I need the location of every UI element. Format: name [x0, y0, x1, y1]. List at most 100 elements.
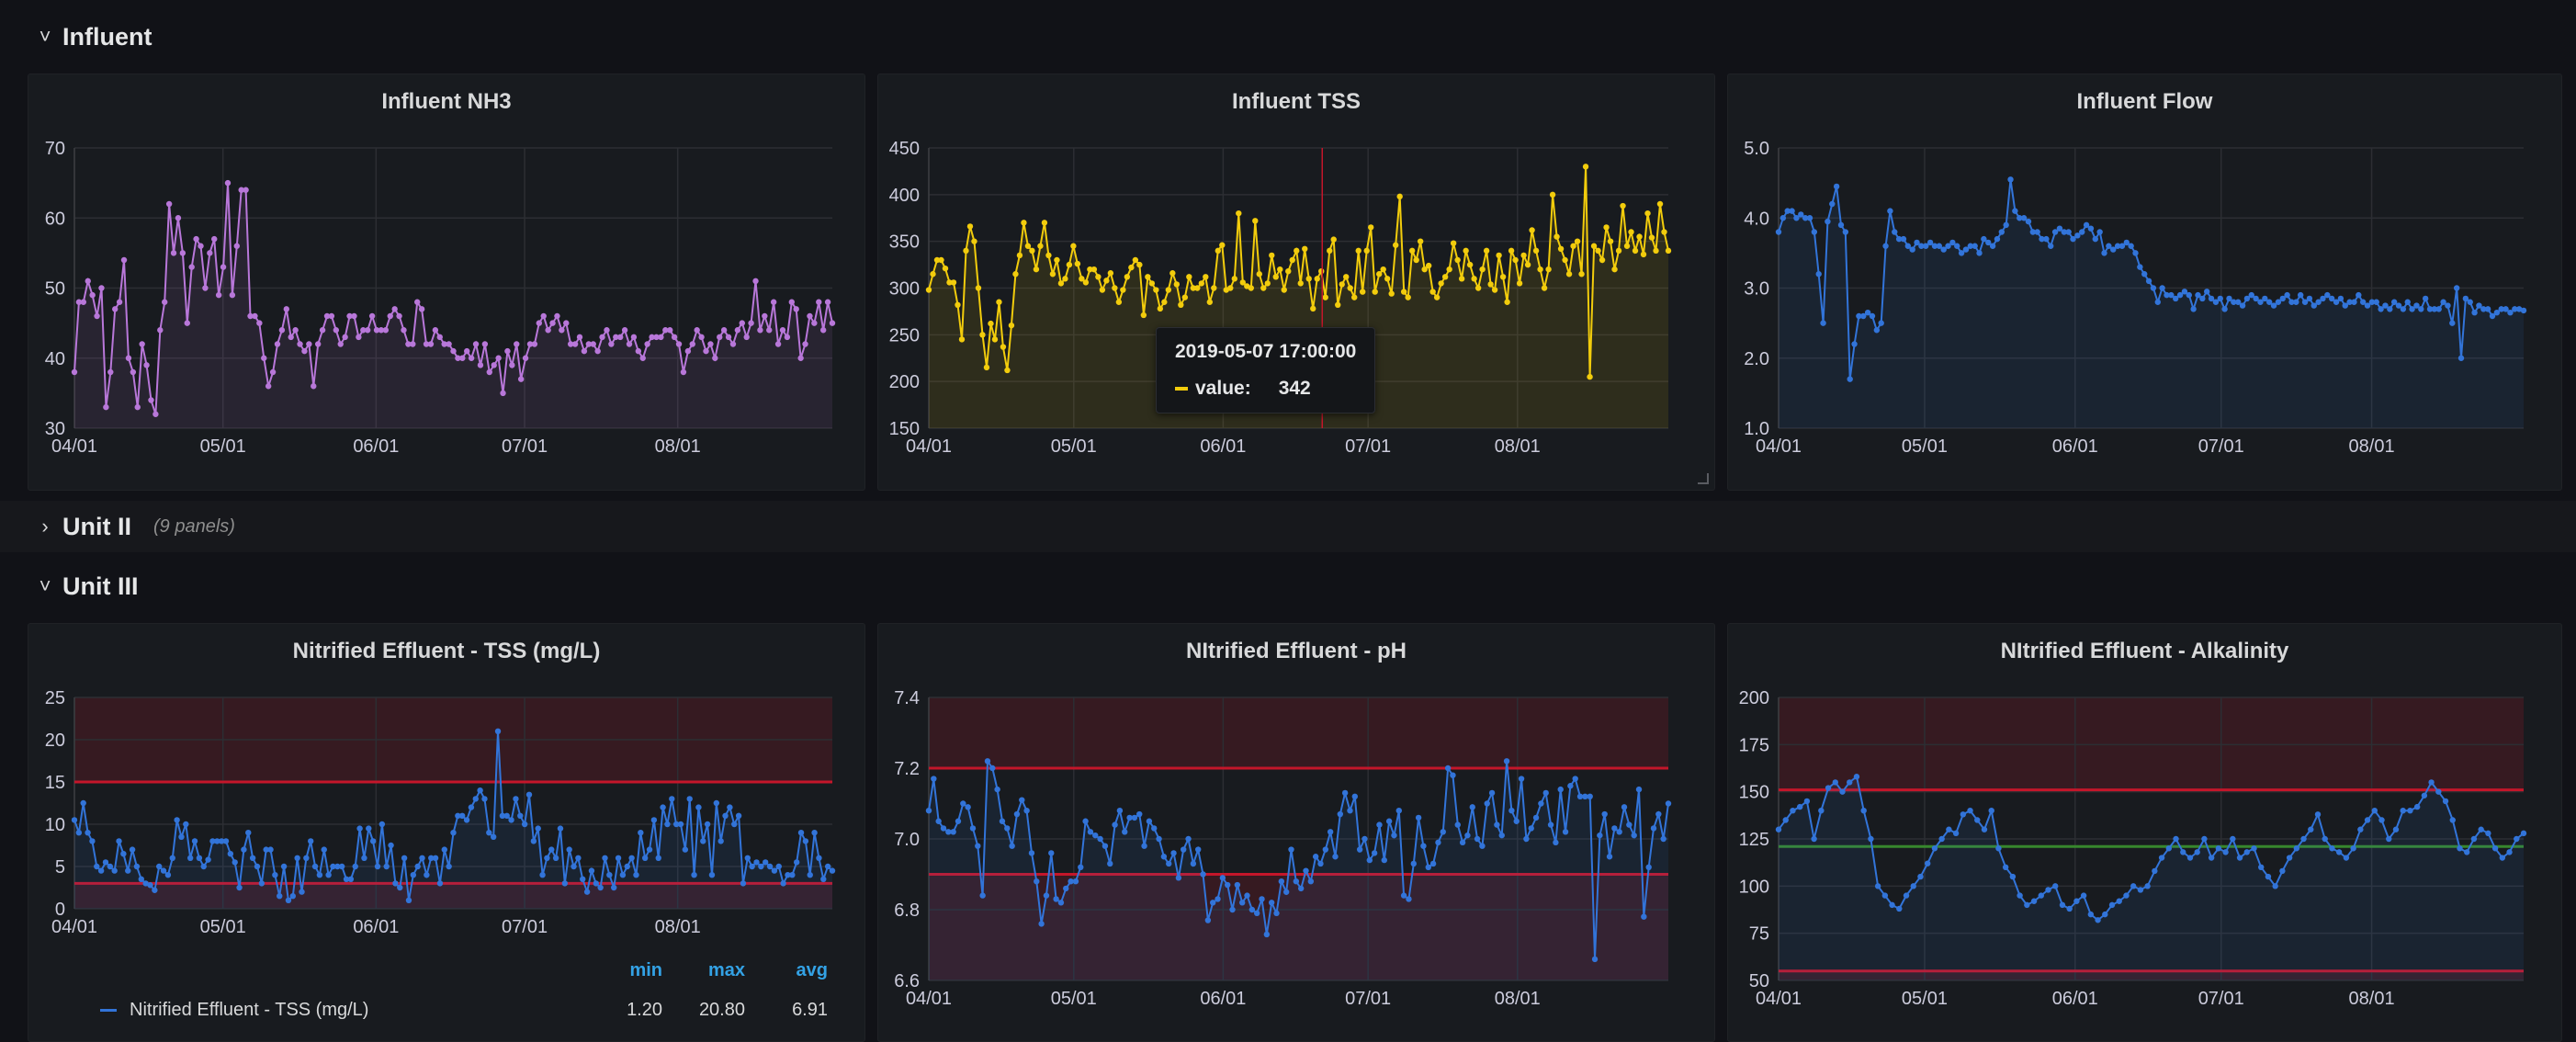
data-point [1082, 279, 1090, 286]
legend-series-name[interactable]: Nitrified Effluent - TSS (mg/L) [130, 1000, 369, 1020]
data-point [1494, 821, 1500, 828]
panel-influent-tss[interactable]: Influent TSS 150 200 250 300 350 400 450 04/01 0… [877, 74, 1715, 491]
data-point [184, 320, 190, 326]
data-point [2190, 306, 2197, 312]
panel-nitrified-tss[interactable]: Nitrified Effluent - TSS (mg/L) 0 5 10 15 20… [28, 623, 865, 1042]
data-point [1587, 373, 1593, 380]
panel-nitrified-alkalinity[interactable]: NItrified Effluent - Alkalinity 50 75 100 1… [1727, 623, 2562, 1042]
data-point [2470, 835, 2478, 843]
data-point [1632, 247, 1639, 255]
data-point [1541, 285, 1548, 291]
data-point [116, 838, 122, 844]
graph-nitrified-ph[interactable]: 6.6 6.8 7.0 7.2 7.4 04/01 05/01 06/01 07/01 08/01 [878, 624, 1714, 1041]
panel-title[interactable]: NItrified Effluent - Alkalinity [2000, 639, 2289, 663]
hover-tooltip: 2019-05-07 17:00:00 value: 342 [1156, 327, 1376, 413]
data-point [2478, 826, 2484, 832]
y-tick-label: 50 [1749, 971, 1769, 991]
panel-title[interactable]: Influent NH3 [381, 89, 512, 114]
legend-header-max[interactable]: max [707, 960, 745, 980]
data-point [1116, 808, 1124, 814]
x-tick-label: 04/01 [51, 917, 97, 937]
data-point [2137, 887, 2144, 893]
data-point [1136, 261, 1143, 268]
data-point [1008, 322, 1015, 329]
data-point [1318, 268, 1325, 275]
data-point [1305, 276, 1312, 282]
data-point [2435, 306, 2442, 312]
panel-title[interactable]: Influent Flow [2076, 89, 2213, 114]
row-unit-ii[interactable]: › Unit II (9 panels) [0, 501, 2576, 552]
data-point [2158, 855, 2165, 861]
data-point [641, 855, 649, 861]
data-point [1607, 238, 1614, 244]
panel-title[interactable]: Nitrified Effluent - TSS (mg/L) [292, 639, 601, 663]
data-point [337, 341, 344, 347]
data-point [2176, 291, 2184, 299]
data-point [2413, 803, 2421, 810]
panel-title[interactable]: Influent TSS [1232, 89, 1361, 114]
data-point [771, 867, 778, 874]
data-point [1332, 854, 1339, 860]
data-point [2279, 295, 2286, 302]
data-point [472, 341, 480, 347]
panel-influent-flow[interactable]: Influent Flow 1.0 2.0 3.0 4.0 5.0 04/01 05/01 0… [1727, 74, 2562, 491]
data-point [1995, 845, 2002, 852]
data-point [1949, 239, 1956, 246]
series-color-swatch[interactable] [100, 1009, 117, 1012]
data-point [677, 821, 684, 828]
data-point [766, 863, 774, 870]
data-point [75, 830, 83, 836]
graph-nitrified-tss[interactable]: 0 5 10 15 20 25 04/01 05/01 06/01 07/01 08/01 [28, 624, 864, 1041]
data-point [179, 250, 186, 256]
data-point [1033, 266, 1040, 273]
data-point [1567, 783, 1574, 789]
data-point [1945, 243, 1951, 249]
chevron-down-icon: ˅ [39, 574, 51, 597]
panel-influent-nh3[interactable]: Influent NH3 30 40 50 60 70 04/01 05/01 06/01 07… [28, 74, 865, 491]
data-point [218, 838, 225, 844]
data-point [2503, 306, 2509, 312]
panel-title[interactable]: NItrified Effluent - pH [1186, 639, 1407, 663]
data-point [580, 876, 586, 882]
data-point [1825, 218, 1831, 225]
data-point [1641, 913, 1647, 920]
legend-header-min[interactable]: min [629, 960, 662, 980]
data-point [1925, 860, 1931, 866]
data-point [1851, 341, 1858, 347]
data-point [2306, 295, 2313, 302]
data-point [1310, 305, 1316, 312]
y-tick-label: 7.0 [894, 830, 920, 850]
graph-nitrified-alkalinity[interactable]: 50 75 100 125 150 175 200 04/01 05/01 06/01 07/01 0… [1728, 624, 2561, 1041]
data-point [441, 341, 447, 347]
row-influent[interactable]: ˅ Influent [0, 11, 2576, 62]
data-point [1215, 247, 1222, 255]
data-point [1479, 266, 1486, 273]
graph-influent-nh3[interactable]: 30 40 50 60 70 04/01 05/01 06/01 07/01 08/01 [28, 74, 864, 490]
legend-header-avg[interactable]: avg [796, 960, 828, 980]
data-point [1512, 256, 1519, 264]
data-point [292, 327, 299, 334]
data-point [2314, 811, 2322, 818]
data-point [561, 880, 569, 887]
data-point [450, 830, 457, 836]
data-point [585, 341, 593, 347]
legend-series[interactable]: Nitrified Effluent - TSS (mg/L) 1.20 20.… [65, 1000, 828, 1021]
resize-handle[interactable] [1698, 473, 1709, 484]
data-point [1853, 774, 1860, 780]
data-point [1557, 245, 1565, 252]
data-point [1940, 246, 1947, 253]
row-unit-iii[interactable]: ˅ Unit III [0, 561, 2576, 612]
graph-influent-flow[interactable]: 1.0 2.0 3.0 4.0 5.0 04/01 05/01 06/01 07/01 08/01 [1728, 74, 2561, 490]
data-point [1120, 287, 1126, 293]
data-point [2173, 835, 2179, 843]
data-point [432, 855, 439, 861]
graph-influent-tss[interactable]: 150 200 250 300 350 400 450 04/01 05/01 06/01 07/0… [878, 74, 1714, 490]
data-point [278, 327, 286, 334]
data-point [1802, 215, 1809, 221]
panel-nitrified-ph[interactable]: NItrified Effluent - pH 6.6 6.8 7.0 7.2 7.4 0… [877, 623, 1715, 1042]
data-point [2351, 299, 2357, 305]
data-point [321, 846, 327, 853]
x-tick-label: 06/01 [1200, 989, 1246, 1009]
data-point [361, 855, 367, 861]
row-title: Unit II [62, 512, 131, 540]
